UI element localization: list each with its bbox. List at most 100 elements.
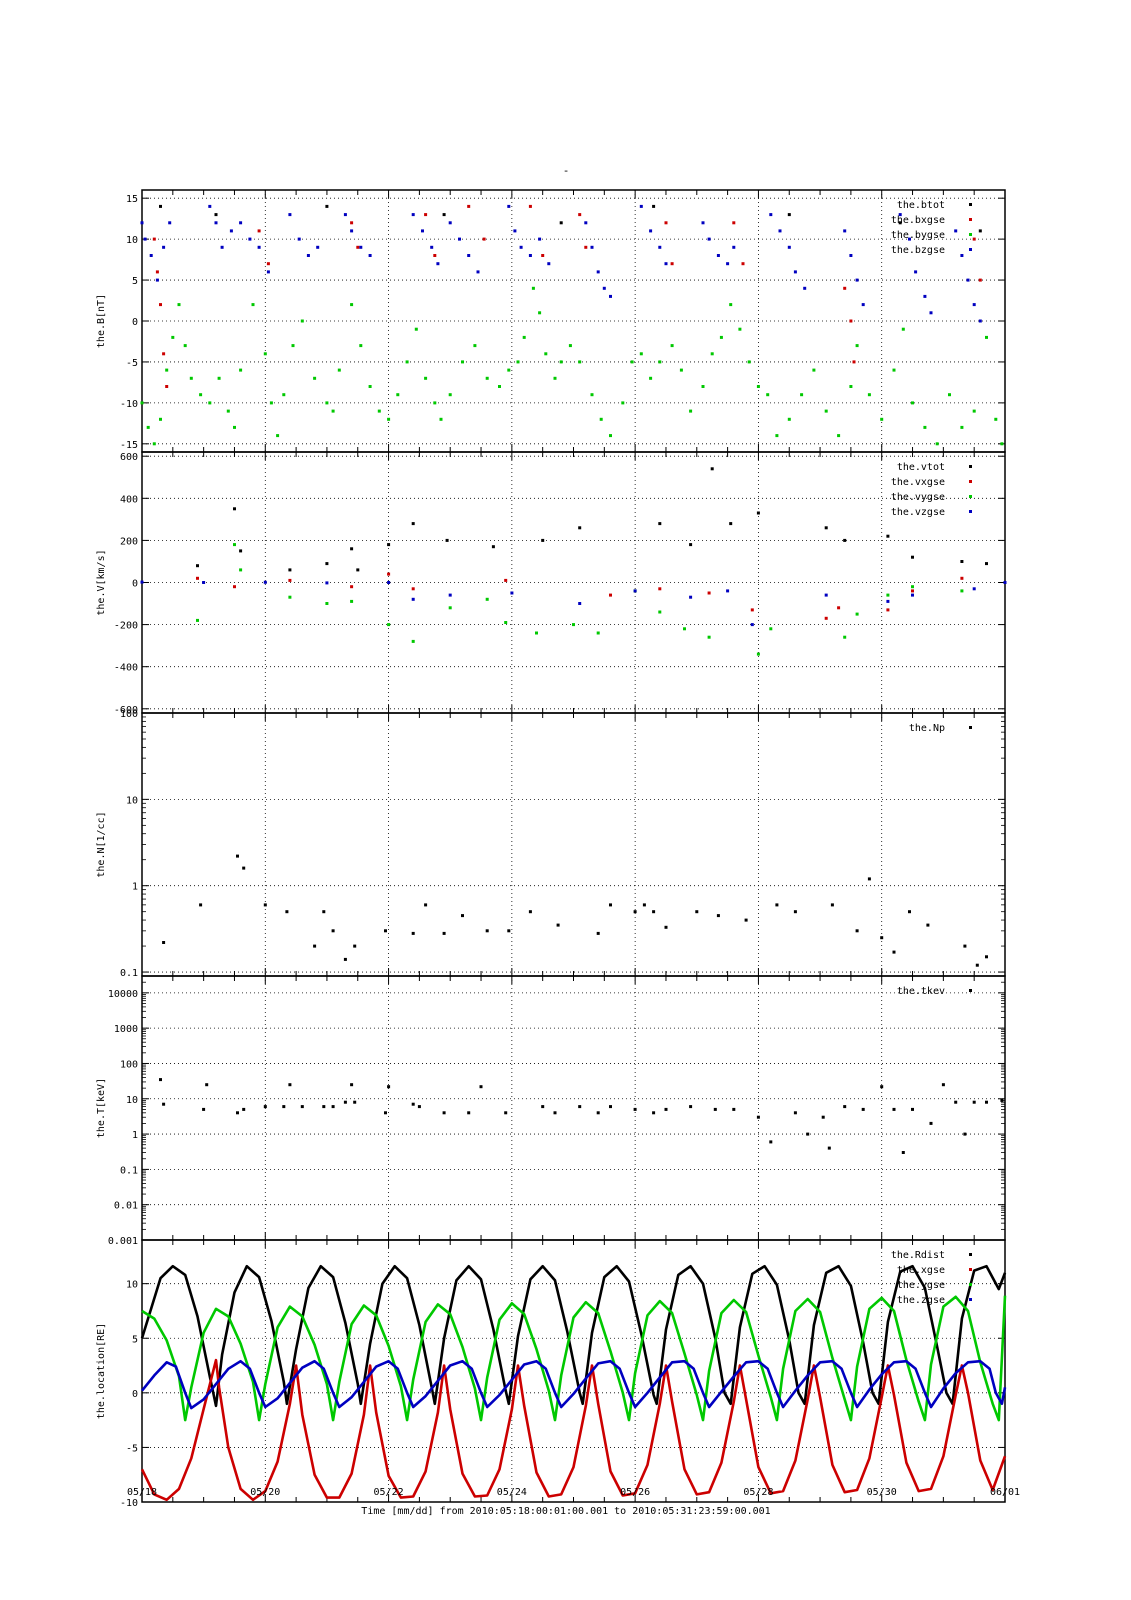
- data-point: [609, 903, 612, 907]
- data-point: [541, 254, 545, 257]
- data-point: [793, 270, 797, 274]
- x-tick-label: 05/30: [867, 1487, 897, 1498]
- data-point: [504, 1111, 508, 1115]
- data-point: [716, 254, 720, 257]
- data-point: [750, 623, 754, 627]
- data-point: [599, 417, 603, 421]
- y-tick-label: 400: [120, 494, 138, 505]
- data-point: [652, 1111, 656, 1115]
- data-point: [892, 950, 896, 954]
- series-the-tkev: [159, 1078, 1004, 1154]
- data-point: [282, 393, 286, 397]
- legend-label: the.vygse: [891, 492, 945, 503]
- data-point: [300, 319, 304, 323]
- legend-label: the.vzgse: [891, 507, 945, 518]
- data-point: [824, 593, 828, 597]
- data-point: [911, 593, 914, 597]
- data-point: [531, 286, 535, 290]
- data-point: [239, 549, 243, 553]
- data-point: [159, 204, 162, 208]
- data-point: [806, 1132, 810, 1136]
- data-point: [461, 914, 464, 918]
- data-point: [707, 237, 711, 241]
- data-point: [325, 562, 329, 566]
- data-point: [886, 599, 890, 603]
- data-point: [732, 1107, 736, 1111]
- data-point: [843, 229, 847, 233]
- legend-label: the.vxgse: [891, 477, 945, 488]
- data-point: [719, 335, 723, 339]
- legend-label: the.bzgse: [891, 245, 945, 256]
- series-the-vygse: [196, 543, 964, 656]
- y-tick-label: 0: [132, 1389, 138, 1400]
- data-point: [963, 944, 967, 948]
- data-point: [236, 854, 239, 858]
- data-point: [978, 229, 982, 233]
- data-point: [149, 254, 153, 257]
- series-the-ygse: [141, 1295, 1007, 1422]
- series-the-bzgse: [140, 204, 982, 323]
- data-point: [251, 303, 255, 307]
- data-point: [972, 237, 976, 241]
- data-point: [867, 877, 871, 881]
- data-point: [726, 262, 730, 266]
- data-point: [226, 409, 230, 413]
- data-point: [491, 545, 495, 549]
- data-point: [553, 376, 557, 380]
- data-point: [485, 929, 489, 933]
- data-point: [732, 245, 736, 249]
- data-point: [239, 221, 243, 225]
- data-point: [384, 929, 387, 933]
- data-point: [914, 270, 918, 274]
- data-point: [199, 393, 203, 397]
- data-point: [476, 270, 480, 274]
- data-point: [507, 929, 511, 933]
- data-point: [769, 627, 773, 631]
- data-point: [824, 616, 828, 620]
- y-tick-label: 5: [132, 276, 138, 287]
- data-point: [590, 245, 594, 249]
- legend-marker: [969, 248, 972, 251]
- data-point: [242, 1107, 246, 1111]
- data-point: [578, 213, 582, 217]
- legend-marker: [969, 233, 972, 236]
- data-point: [707, 635, 711, 639]
- data-point: [538, 311, 542, 315]
- data-point: [886, 534, 890, 538]
- data-point: [578, 360, 582, 364]
- data-point: [756, 385, 760, 388]
- data-point: [159, 1078, 162, 1082]
- data-point: [353, 1100, 357, 1104]
- data-point: [756, 652, 760, 656]
- data-point: [985, 562, 988, 566]
- data-point: [411, 213, 415, 217]
- data-point: [750, 608, 754, 612]
- data-point: [430, 245, 434, 249]
- legend-label: the.xgse: [897, 1265, 945, 1276]
- data-point: [162, 1102, 166, 1106]
- data-point: [448, 593, 452, 597]
- data-point: [880, 417, 884, 421]
- data-point: [155, 278, 159, 282]
- data-point: [837, 606, 841, 610]
- data-point: [855, 929, 859, 933]
- panel-3: 100 10 1 0.1 the.N[1/cc] the.Np: [96, 709, 1006, 979]
- legend-label: the.btot: [897, 200, 945, 211]
- data-point: [658, 360, 662, 364]
- x-tick-label: 05/20: [250, 1487, 280, 1498]
- data-point: [331, 929, 335, 933]
- data-point: [387, 1085, 391, 1089]
- data-point: [775, 434, 779, 438]
- data-point: [162, 352, 166, 356]
- data-point: [880, 1085, 884, 1089]
- series-line: [141, 1295, 1007, 1422]
- data-point: [710, 467, 714, 471]
- series-the-Np: [162, 854, 988, 967]
- data-point: [439, 417, 443, 421]
- data-point: [479, 1085, 483, 1089]
- data-point: [516, 360, 520, 364]
- data-point: [498, 385, 501, 388]
- legend-label: the.tkev: [897, 986, 945, 997]
- data-point: [316, 245, 320, 249]
- data-point: [448, 393, 452, 397]
